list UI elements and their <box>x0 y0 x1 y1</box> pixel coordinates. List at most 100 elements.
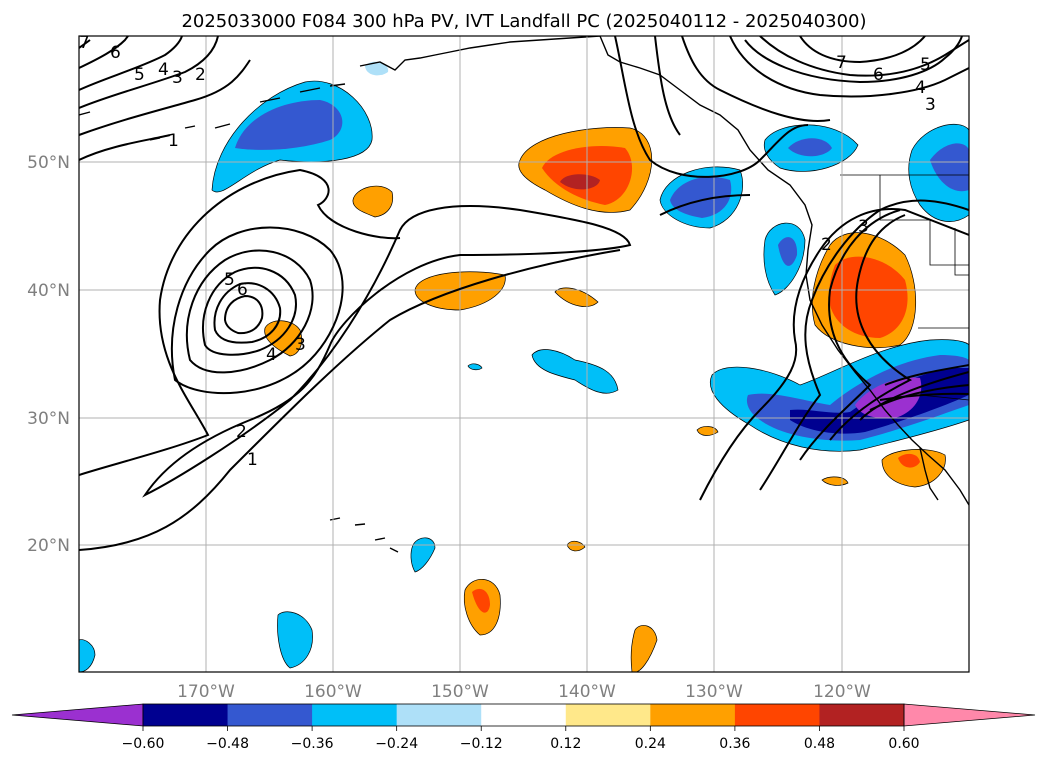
contour-label: 2 <box>821 235 832 255</box>
pc-negative-region <box>788 138 832 157</box>
contour-label: 3 <box>172 68 183 88</box>
pv-contour <box>681 36 831 122</box>
pv-contour <box>884 364 969 386</box>
pc-positive-region <box>696 426 719 436</box>
pc-positive-region <box>881 449 946 488</box>
pc-negative-region <box>778 237 798 266</box>
pv-contour <box>829 214 913 441</box>
contour-label: 7 <box>79 33 90 53</box>
contour-label: 3 <box>925 95 936 115</box>
colorbar-tick-label: −0.12 <box>460 736 503 752</box>
map-area: 1 2 3 4 5 6 7 1 2 3 4 5 6 7 2 3 3 4 5 6 <box>79 33 969 672</box>
pv-contour <box>79 59 251 136</box>
coastline <box>79 36 969 553</box>
contour-labels: 1 2 3 4 5 6 7 1 2 3 4 5 6 7 2 3 3 4 5 6 <box>79 33 936 470</box>
y-axis-ticks: 50°N 40°N 30°N 20°N <box>27 153 70 556</box>
pc-positive-region <box>560 174 600 190</box>
colorbar-segment <box>396 704 482 726</box>
pv-contour <box>759 199 969 491</box>
colorbar-frame <box>142 703 905 727</box>
pc-negative-region <box>235 100 343 150</box>
colorbar-segment <box>227 704 313 726</box>
pc-negative-region <box>930 143 969 192</box>
pv-contour <box>79 36 219 109</box>
pv-contour <box>202 266 297 356</box>
x-tick-label: 150°W <box>431 682 489 702</box>
contour-label: 1 <box>168 131 179 151</box>
pv-contour <box>869 384 969 411</box>
x-tick-label: 130°W <box>685 682 743 702</box>
pc-negative-region <box>365 61 389 76</box>
pv-contour <box>799 36 926 64</box>
colorbar: −0.60 −0.48 −0.36 −0.24 −0.12 0.12 0.24 0.36 0.4… <box>11 703 1036 752</box>
pc-negative-region <box>670 176 732 218</box>
contour-label: 7 <box>836 53 847 73</box>
contour-label: 2 <box>236 422 247 442</box>
contour-label: 5 <box>134 65 145 85</box>
pv-contour <box>213 282 282 344</box>
contour-label: 1 <box>247 450 258 470</box>
x-axis-ticks: 170°W 160°W 150°W 140°W 130°W 120°W <box>177 682 871 702</box>
pv-contour <box>699 208 969 501</box>
pv-contour <box>79 36 129 69</box>
pv-contour <box>799 209 901 461</box>
colorbar-tick-label: −0.24 <box>375 736 418 752</box>
pv-contour <box>142 205 632 498</box>
y-tick-label: 50°N <box>27 153 70 173</box>
pv-contour <box>654 36 681 136</box>
contour-label: 3 <box>858 217 869 237</box>
colorbar-tick-label: 0.12 <box>550 736 581 752</box>
pc-negative-region <box>467 363 483 371</box>
pv-contour <box>614 36 809 178</box>
pc-positive-region <box>829 256 908 338</box>
colorbar-segment <box>734 704 820 726</box>
pv-contour <box>79 249 621 551</box>
y-tick-label: 30°N <box>27 409 70 429</box>
colorbar-segment <box>481 704 567 726</box>
colorbar-extend-min <box>11 703 144 727</box>
chart-title: 2025033000 F084 300 hPa PV, IVT Landfall… <box>181 11 866 32</box>
x-tick-label: 120°W <box>813 682 871 702</box>
contour-label: 2 <box>195 65 206 85</box>
pv-contour <box>729 36 969 98</box>
pc-positive-region <box>472 588 490 613</box>
pv-contour <box>223 294 264 335</box>
pv-contour <box>79 39 91 49</box>
contour-label: 4 <box>158 60 169 80</box>
pv-contour <box>859 371 969 421</box>
pv-contour <box>659 194 751 216</box>
pv-contour <box>185 249 314 374</box>
map-frame <box>78 35 970 673</box>
contour-label: 6 <box>873 65 884 85</box>
pv-contour <box>79 134 171 161</box>
colorbar-extend-max <box>903 703 1036 727</box>
colorbar-tick-label: 0.48 <box>804 736 835 752</box>
colorbar-segment <box>650 704 736 726</box>
x-tick-label: 170°W <box>177 682 235 702</box>
colorbar-tick-label: −0.60 <box>122 736 165 752</box>
pc-negative-region <box>410 537 436 573</box>
contour-label: 6 <box>237 280 248 300</box>
contour-label: 5 <box>224 270 235 290</box>
gridlines <box>79 36 969 672</box>
y-tick-label: 40°N <box>27 281 70 301</box>
contour-label: 3 <box>295 335 306 355</box>
pv-contour <box>879 392 969 401</box>
y-tick-label: 20°N <box>27 536 70 556</box>
contour-label: 4 <box>915 78 926 98</box>
pc-negative-region <box>277 611 313 669</box>
colorbar-tick-label: 0.24 <box>635 736 666 752</box>
colorbar-segment <box>312 704 398 726</box>
contour-label: 5 <box>920 55 931 75</box>
pv-contour <box>79 36 183 91</box>
pc-negative-region <box>531 349 619 394</box>
pv-contour <box>170 226 344 395</box>
colorbar-tick-label: −0.36 <box>291 736 334 752</box>
contour-label: 4 <box>266 345 277 365</box>
x-tick-label: 160°W <box>304 682 362 702</box>
pc-positive-region <box>352 185 394 218</box>
pv-contours <box>79 36 969 551</box>
pc-positive-region <box>630 625 658 672</box>
pv-contour <box>744 36 963 84</box>
